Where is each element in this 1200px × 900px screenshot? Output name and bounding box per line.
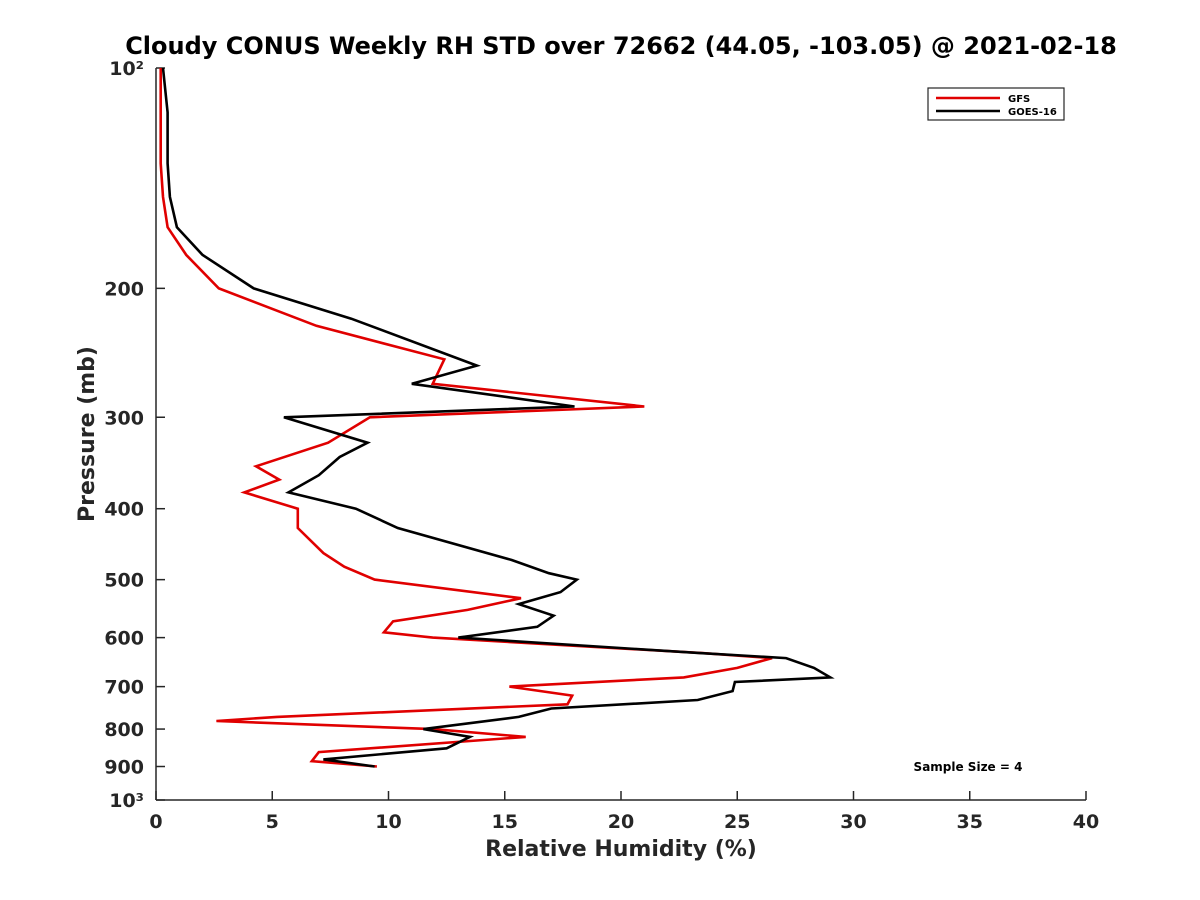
y-tick-label: 10² xyxy=(109,58,144,80)
y-tick-label: 400 xyxy=(104,499,144,521)
plot-background xyxy=(156,68,1086,800)
y-tick-label: 200 xyxy=(104,278,144,300)
legend-label-goes-16: GOES-16 xyxy=(1008,107,1057,118)
series-line-gfs xyxy=(159,68,773,768)
chart-title: Cloudy CONUS Weekly RH STD over 72662 (4… xyxy=(125,32,1117,60)
legend-label-gfs: GFS xyxy=(1008,94,1030,105)
x-tick-label: 30 xyxy=(840,811,866,833)
x-tick-label: 40 xyxy=(1073,811,1099,833)
y-tick-label: 800 xyxy=(104,719,144,741)
y-tick-label: 10³ xyxy=(109,790,144,812)
y-tick-label: 300 xyxy=(104,407,144,429)
y-tick-label: 900 xyxy=(104,757,144,779)
x-tick-label: 5 xyxy=(266,811,279,833)
series-line-goes-16 xyxy=(161,67,835,768)
x-axis-label: Relative Humidity (%) xyxy=(485,837,757,862)
y-axis-ticks: 10² 200 300 400 500 600 700 800 900 10³ xyxy=(104,58,165,812)
x-tick-label: 10 xyxy=(375,811,401,833)
x-tick-label: 0 xyxy=(149,811,162,833)
x-tick-label: 15 xyxy=(492,811,518,833)
x-tick-label: 20 xyxy=(608,811,634,833)
x-axis-ticks: 0 5 10 15 20 25 30 35 40 xyxy=(149,791,1099,833)
y-tick-label: 700 xyxy=(104,677,144,699)
sample-size-annotation: Sample Size = 4 xyxy=(914,760,1023,774)
series-layer xyxy=(159,67,835,768)
y-tick-label: 500 xyxy=(104,570,144,592)
plot-area xyxy=(155,68,1086,801)
legend-box xyxy=(927,87,1065,121)
y-axis-label: Pressure (mb) xyxy=(75,346,100,522)
y-tick-label: 600 xyxy=(104,628,144,650)
x-tick-label: 35 xyxy=(957,811,983,833)
x-tick-label: 25 xyxy=(724,811,750,833)
legend: GFS GOES-16 xyxy=(927,87,1065,121)
